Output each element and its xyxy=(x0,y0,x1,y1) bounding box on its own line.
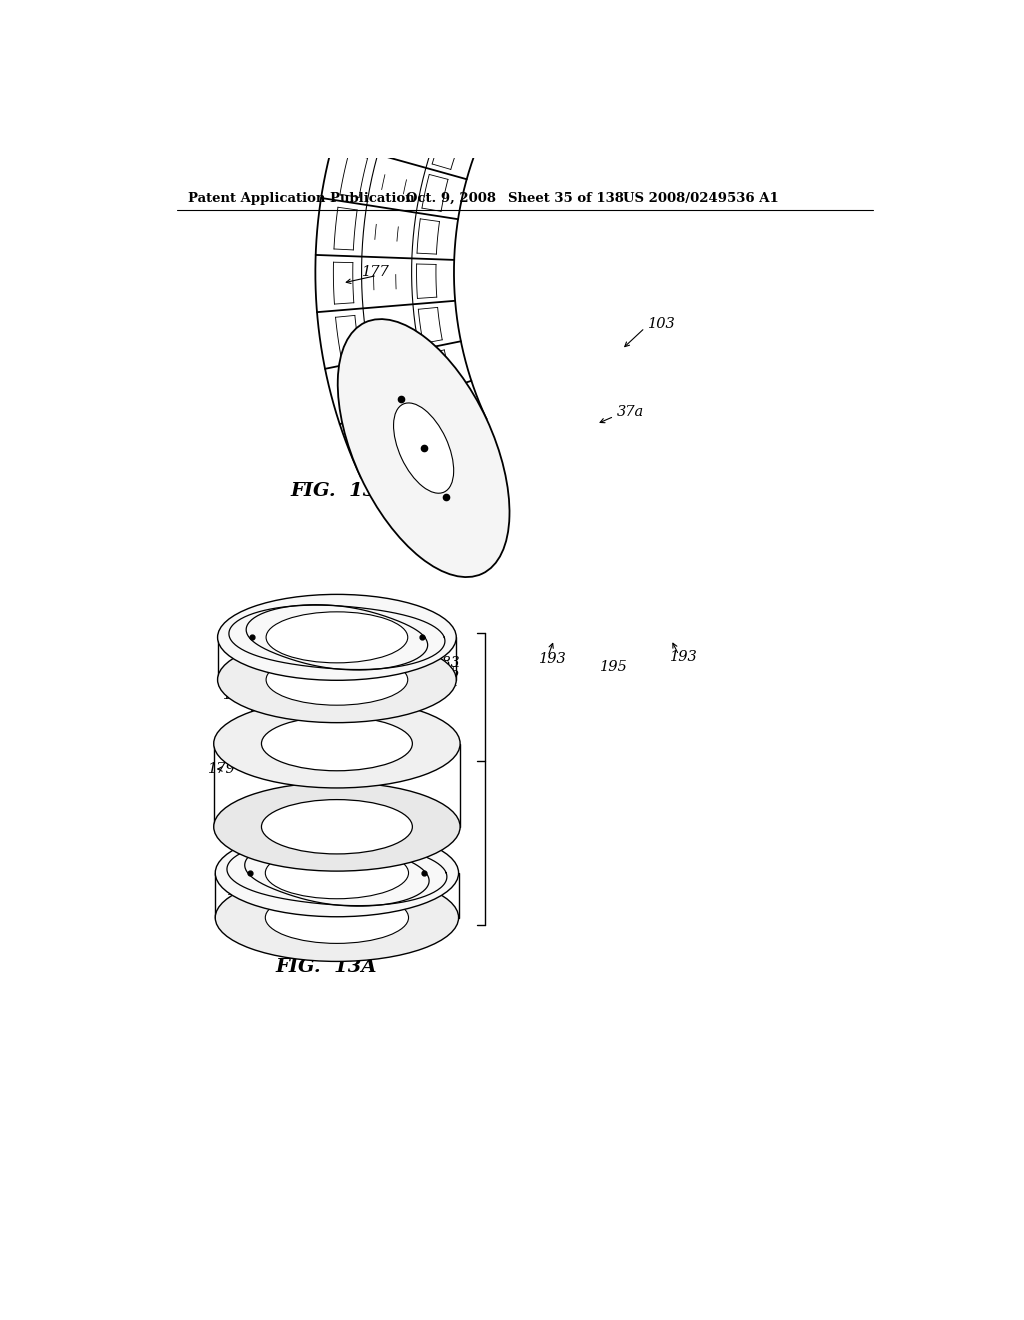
Text: Oct. 9, 2008: Oct. 9, 2008 xyxy=(407,191,497,205)
Text: 179: 179 xyxy=(346,425,374,438)
Ellipse shape xyxy=(215,829,459,917)
Text: 183: 183 xyxy=(403,850,430,865)
Ellipse shape xyxy=(266,655,408,705)
Ellipse shape xyxy=(338,319,510,577)
Ellipse shape xyxy=(215,874,459,961)
Text: 37a: 37a xyxy=(617,405,644,420)
Text: FIG.  13A: FIG. 13A xyxy=(275,958,377,975)
Text: 195: 195 xyxy=(600,660,628,673)
Ellipse shape xyxy=(214,700,460,788)
Text: 185: 185 xyxy=(245,896,272,909)
Text: 185: 185 xyxy=(433,665,460,680)
Text: 183: 183 xyxy=(307,618,334,632)
Text: 193: 193 xyxy=(539,652,566,665)
Text: 177: 177 xyxy=(358,444,386,458)
Text: US 2008/0249536 A1: US 2008/0249536 A1 xyxy=(624,191,779,205)
Ellipse shape xyxy=(265,847,409,899)
Ellipse shape xyxy=(266,612,408,663)
Text: 175: 175 xyxy=(223,688,251,702)
Text: 177: 177 xyxy=(361,923,389,937)
Text: 103: 103 xyxy=(648,317,676,331)
Text: 183: 183 xyxy=(226,874,255,887)
Text: 181: 181 xyxy=(433,675,460,689)
Text: 185: 185 xyxy=(403,861,430,875)
Text: 177: 177 xyxy=(403,632,430,647)
Ellipse shape xyxy=(217,636,457,722)
Ellipse shape xyxy=(261,717,413,771)
Text: 179: 179 xyxy=(208,762,236,776)
Ellipse shape xyxy=(265,892,409,944)
Text: 185: 185 xyxy=(318,627,345,640)
Text: 189: 189 xyxy=(243,820,270,834)
Text: 187: 187 xyxy=(265,725,293,738)
Text: 177: 177 xyxy=(361,265,389,280)
Ellipse shape xyxy=(217,594,457,680)
Text: 193: 193 xyxy=(670,651,697,664)
Ellipse shape xyxy=(393,403,454,494)
Ellipse shape xyxy=(261,800,413,854)
Text: FIG.  13B: FIG. 13B xyxy=(291,482,393,500)
Ellipse shape xyxy=(214,783,460,871)
Text: Patent Application Publication: Patent Application Publication xyxy=(188,191,415,205)
Text: 183: 183 xyxy=(433,656,460,669)
Text: 181: 181 xyxy=(226,884,255,899)
Text: Sheet 35 of 138: Sheet 35 of 138 xyxy=(508,191,624,205)
